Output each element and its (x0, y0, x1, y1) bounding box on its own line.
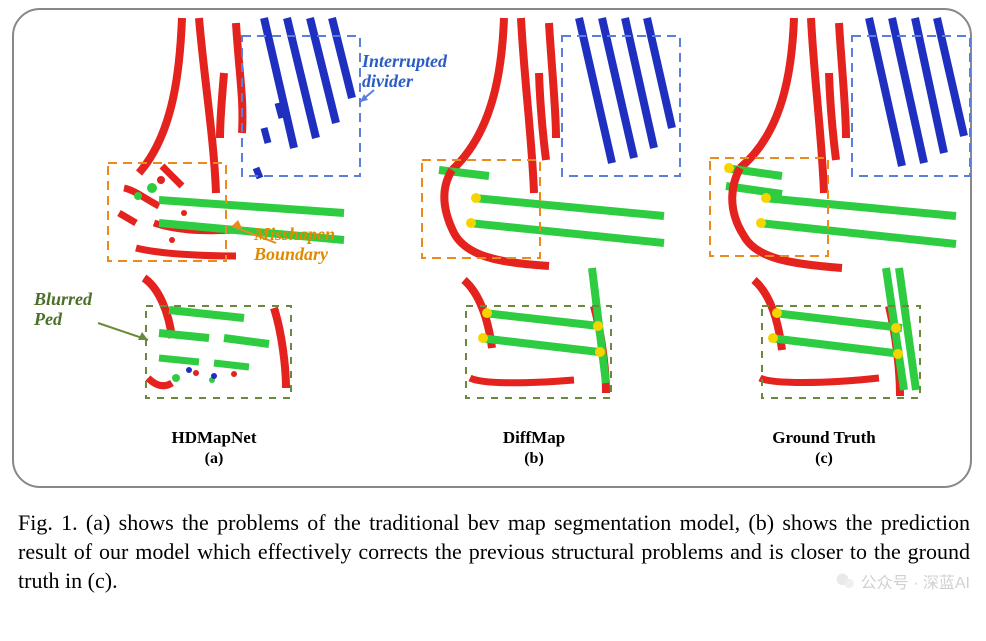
panel-c-svg (674, 18, 974, 418)
watermark-text: 公众号 · 深蓝AI (861, 569, 970, 593)
annot-blurred-ped: Blurred Ped (34, 290, 92, 330)
figure-caption: Fig. 1. (a) shows the problems of the tr… (18, 508, 970, 595)
wechat-icon (835, 571, 855, 591)
panel-a (64, 18, 364, 418)
panel-a-title: HDMapNet (64, 428, 364, 448)
panel-b-sub: (b) (384, 450, 684, 468)
annot-misshapen-boundary: Misshapen Boundary (254, 225, 335, 265)
figure-frame: Interrupted divider Misshapen Boundary B… (12, 8, 972, 488)
panel-a-svg (64, 18, 364, 418)
panel-c-title: Ground Truth (674, 428, 974, 448)
panel-c-sub: (c) (674, 450, 974, 468)
watermark: 公众号 · 深蓝AI (835, 569, 970, 593)
annot-interrupted-divider: Interrupted divider (362, 52, 447, 92)
panel-c (674, 18, 974, 418)
panel-b-title: DiffMap (384, 428, 684, 448)
panel-a-sub: (a) (64, 450, 364, 468)
